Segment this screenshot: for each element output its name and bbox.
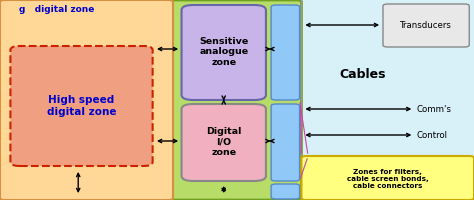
FancyBboxPatch shape (383, 4, 469, 47)
FancyBboxPatch shape (0, 0, 173, 200)
Text: Zones for filters,
cable screen bonds,
cable connectors: Zones for filters, cable screen bonds, c… (347, 169, 428, 189)
Text: Comm's: Comm's (416, 104, 451, 114)
FancyBboxPatch shape (10, 46, 153, 166)
Text: Sensitive
analogue
zone: Sensitive analogue zone (199, 37, 248, 67)
FancyBboxPatch shape (271, 5, 300, 100)
FancyBboxPatch shape (0, 0, 301, 200)
Text: Transducers: Transducers (400, 21, 452, 30)
Text: Control: Control (416, 130, 447, 140)
Text: Digital
I/O
zone: Digital I/O zone (206, 128, 241, 157)
FancyBboxPatch shape (271, 104, 300, 181)
FancyBboxPatch shape (182, 5, 266, 100)
Text: Cables: Cables (339, 68, 385, 82)
FancyBboxPatch shape (182, 104, 266, 181)
FancyBboxPatch shape (271, 184, 300, 199)
FancyBboxPatch shape (301, 156, 474, 200)
Text: g   digital zone: g digital zone (19, 5, 94, 14)
Text: High speed
digital zone: High speed digital zone (47, 95, 116, 117)
